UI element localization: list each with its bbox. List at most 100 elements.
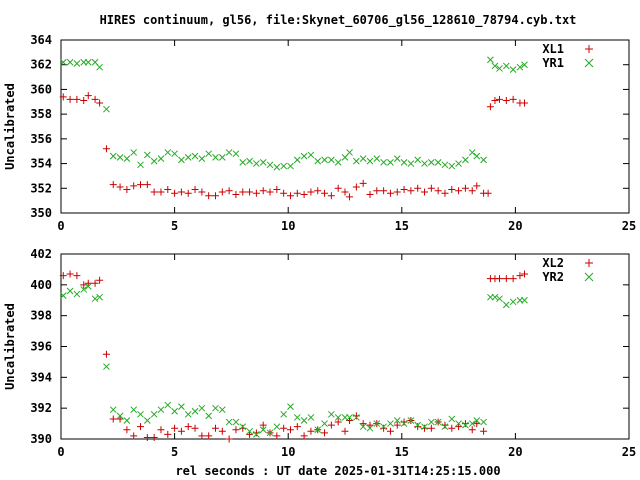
bottom-point-yr2 — [80, 286, 88, 293]
top-point-yr1 — [198, 155, 206, 162]
bottom-point-yr2 — [334, 414, 342, 421]
top-point-yr1 — [468, 149, 476, 156]
bottom-point-xl2 — [321, 429, 329, 437]
bottom-point-yr2 — [353, 414, 360, 421]
bottom-point-yr2 — [66, 287, 74, 295]
bottom-point-yr2 — [143, 417, 151, 424]
top-point-xl1 — [359, 179, 367, 187]
top-point-yr1 — [473, 152, 481, 160]
top-point-yr1 — [266, 161, 274, 169]
bottom-point-xl2 — [461, 420, 469, 428]
bottom-x-tick-label: 0 — [57, 445, 64, 459]
bottom-point-xl2 — [468, 426, 476, 434]
top-point-xl1 — [286, 192, 294, 200]
top-point-xl1 — [84, 92, 92, 100]
bottom-point-yr2 — [273, 423, 281, 431]
top-point-xl1 — [293, 189, 301, 197]
bottom-point-yr2 — [137, 410, 144, 418]
bottom-legend-marker-xl2 — [585, 259, 593, 267]
top-legend-marker-yr1 — [584, 58, 594, 68]
bottom-point-yr2 — [259, 426, 267, 434]
bottom-point-yr2 — [253, 431, 260, 438]
top-point-xl1 — [434, 187, 442, 195]
top-x-tick-label: 15 — [395, 219, 409, 233]
bottom-point-xl2 — [66, 270, 74, 278]
top-point-xl1 — [191, 186, 199, 194]
top-point-yr1 — [73, 60, 81, 67]
top-legend-label-yr1: YR1 — [542, 56, 564, 70]
top-point-yr1 — [521, 61, 528, 69]
top-point-yr1 — [414, 156, 422, 164]
bottom-point-yr2 — [300, 417, 308, 424]
bottom-point-xl2 — [171, 424, 179, 432]
top-point-xl1 — [346, 193, 354, 201]
bottom-point-xl2 — [84, 279, 92, 287]
top-point-xl1 — [246, 188, 254, 196]
bottom-point-xl2 — [91, 279, 99, 287]
bottom-point-yr2 — [491, 293, 499, 301]
bottom-point-xl2 — [143, 433, 151, 441]
top-point-yr1 — [455, 160, 462, 167]
top-point-xl1 — [123, 186, 131, 194]
bottom-point-yr2 — [205, 412, 213, 420]
bottom-point-yr2 — [96, 293, 103, 301]
top-point-xl1 — [150, 188, 158, 196]
bottom-series-xl2 — [59, 270, 528, 443]
bottom-point-xl2 — [393, 421, 401, 429]
top-point-yr1 — [387, 158, 394, 166]
bottom-point-yr2 — [73, 290, 81, 298]
top-point-xl1 — [91, 95, 99, 103]
top-point-xl1 — [380, 187, 388, 195]
bottom-point-yr2 — [509, 298, 517, 306]
top-point-yr1 — [253, 160, 260, 167]
top-point-yr1 — [164, 149, 172, 156]
top-legend-marker-xl1 — [585, 45, 593, 53]
top-series-yr1 — [59, 56, 528, 171]
top-point-xl1 — [455, 187, 463, 195]
top-point-xl1 — [73, 95, 81, 103]
bottom-point-yr2 — [246, 427, 253, 435]
top-point-yr1 — [123, 155, 131, 162]
top-point-xl1 — [373, 187, 381, 195]
bottom-point-xl2 — [246, 430, 254, 438]
top-y-tick-label: 352 — [30, 181, 52, 195]
bottom-point-xl2 — [232, 426, 240, 434]
bottom-point-yr2 — [441, 423, 449, 431]
bottom-point-xl2 — [520, 270, 528, 278]
bottom-y-tick-label: 400 — [30, 278, 52, 292]
top-point-yr1 — [103, 105, 110, 113]
top-point-yr1 — [407, 160, 415, 167]
bottom-point-yr2 — [380, 423, 387, 431]
top-point-xl1 — [96, 99, 104, 107]
bottom-point-xl2 — [198, 432, 206, 440]
bottom-point-yr2 — [455, 420, 462, 427]
top-point-xl1 — [184, 189, 192, 197]
bottom-point-xl2 — [480, 427, 488, 435]
bottom-point-yr2 — [480, 418, 487, 426]
top-y-tick-label: 364 — [30, 33, 52, 47]
top-point-xl1 — [321, 189, 329, 197]
bottom-point-xl2 — [59, 272, 67, 280]
top-point-yr1 — [280, 162, 288, 170]
top-point-xl1 — [495, 95, 503, 103]
bottom-point-yr2 — [468, 420, 476, 427]
top-point-xl1 — [421, 188, 429, 196]
bottom-y-axis-label: Uncalibrated — [3, 303, 17, 390]
top-point-yr1 — [491, 62, 499, 70]
bottom-point-xl2 — [400, 418, 408, 426]
bottom-y-tick-label: 402 — [30, 247, 52, 261]
bottom-point-xl2 — [352, 412, 360, 420]
top-point-xl1 — [266, 188, 274, 196]
x-axis-label: rel seconds : UT date 2025-01-31T14:25:1… — [175, 464, 500, 478]
bottom-point-yr2 — [346, 414, 353, 421]
top-point-yr1 — [178, 156, 185, 164]
bottom-x-tick-label: 25 — [622, 445, 636, 459]
top-point-xl1 — [468, 187, 476, 195]
bottom-y-tick-label: 398 — [30, 309, 52, 323]
top-point-yr1 — [321, 156, 328, 164]
bottom-point-xl2 — [252, 429, 260, 437]
bottom-point-xl2 — [386, 427, 394, 435]
top-point-xl1 — [259, 187, 267, 195]
bottom-y-tick-label: 396 — [30, 340, 52, 354]
bottom-point-xl2 — [421, 424, 429, 432]
